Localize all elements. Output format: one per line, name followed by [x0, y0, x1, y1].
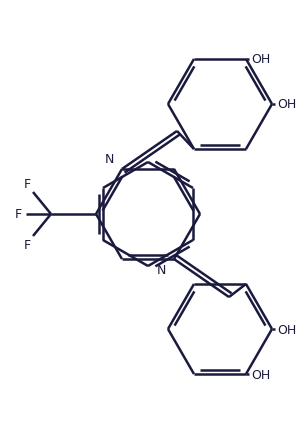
Text: F: F	[24, 178, 31, 190]
Text: N: N	[105, 153, 114, 166]
Text: OH: OH	[251, 53, 270, 66]
Text: OH: OH	[277, 98, 296, 111]
Text: F: F	[15, 208, 22, 221]
Text: F: F	[24, 239, 31, 252]
Text: OH: OH	[277, 323, 296, 336]
Text: N: N	[157, 264, 166, 276]
Text: OH: OH	[251, 368, 270, 381]
